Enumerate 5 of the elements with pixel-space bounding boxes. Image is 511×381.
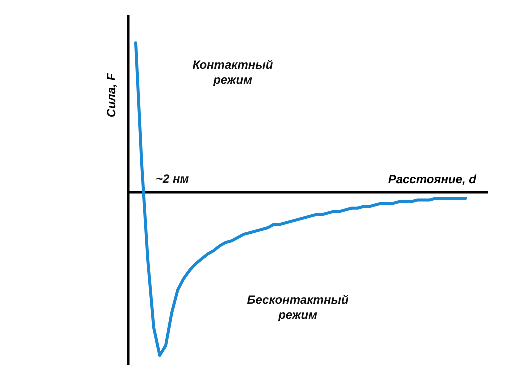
annotation: ~2 нм — [156, 172, 190, 186]
x-axis-title: Расстояние, d — [388, 172, 478, 187]
annotation: Бесконтактный режим — [247, 293, 350, 322]
y-axis-title: Сила, F — [104, 72, 118, 118]
annotation: Контактный режим — [192, 58, 274, 87]
